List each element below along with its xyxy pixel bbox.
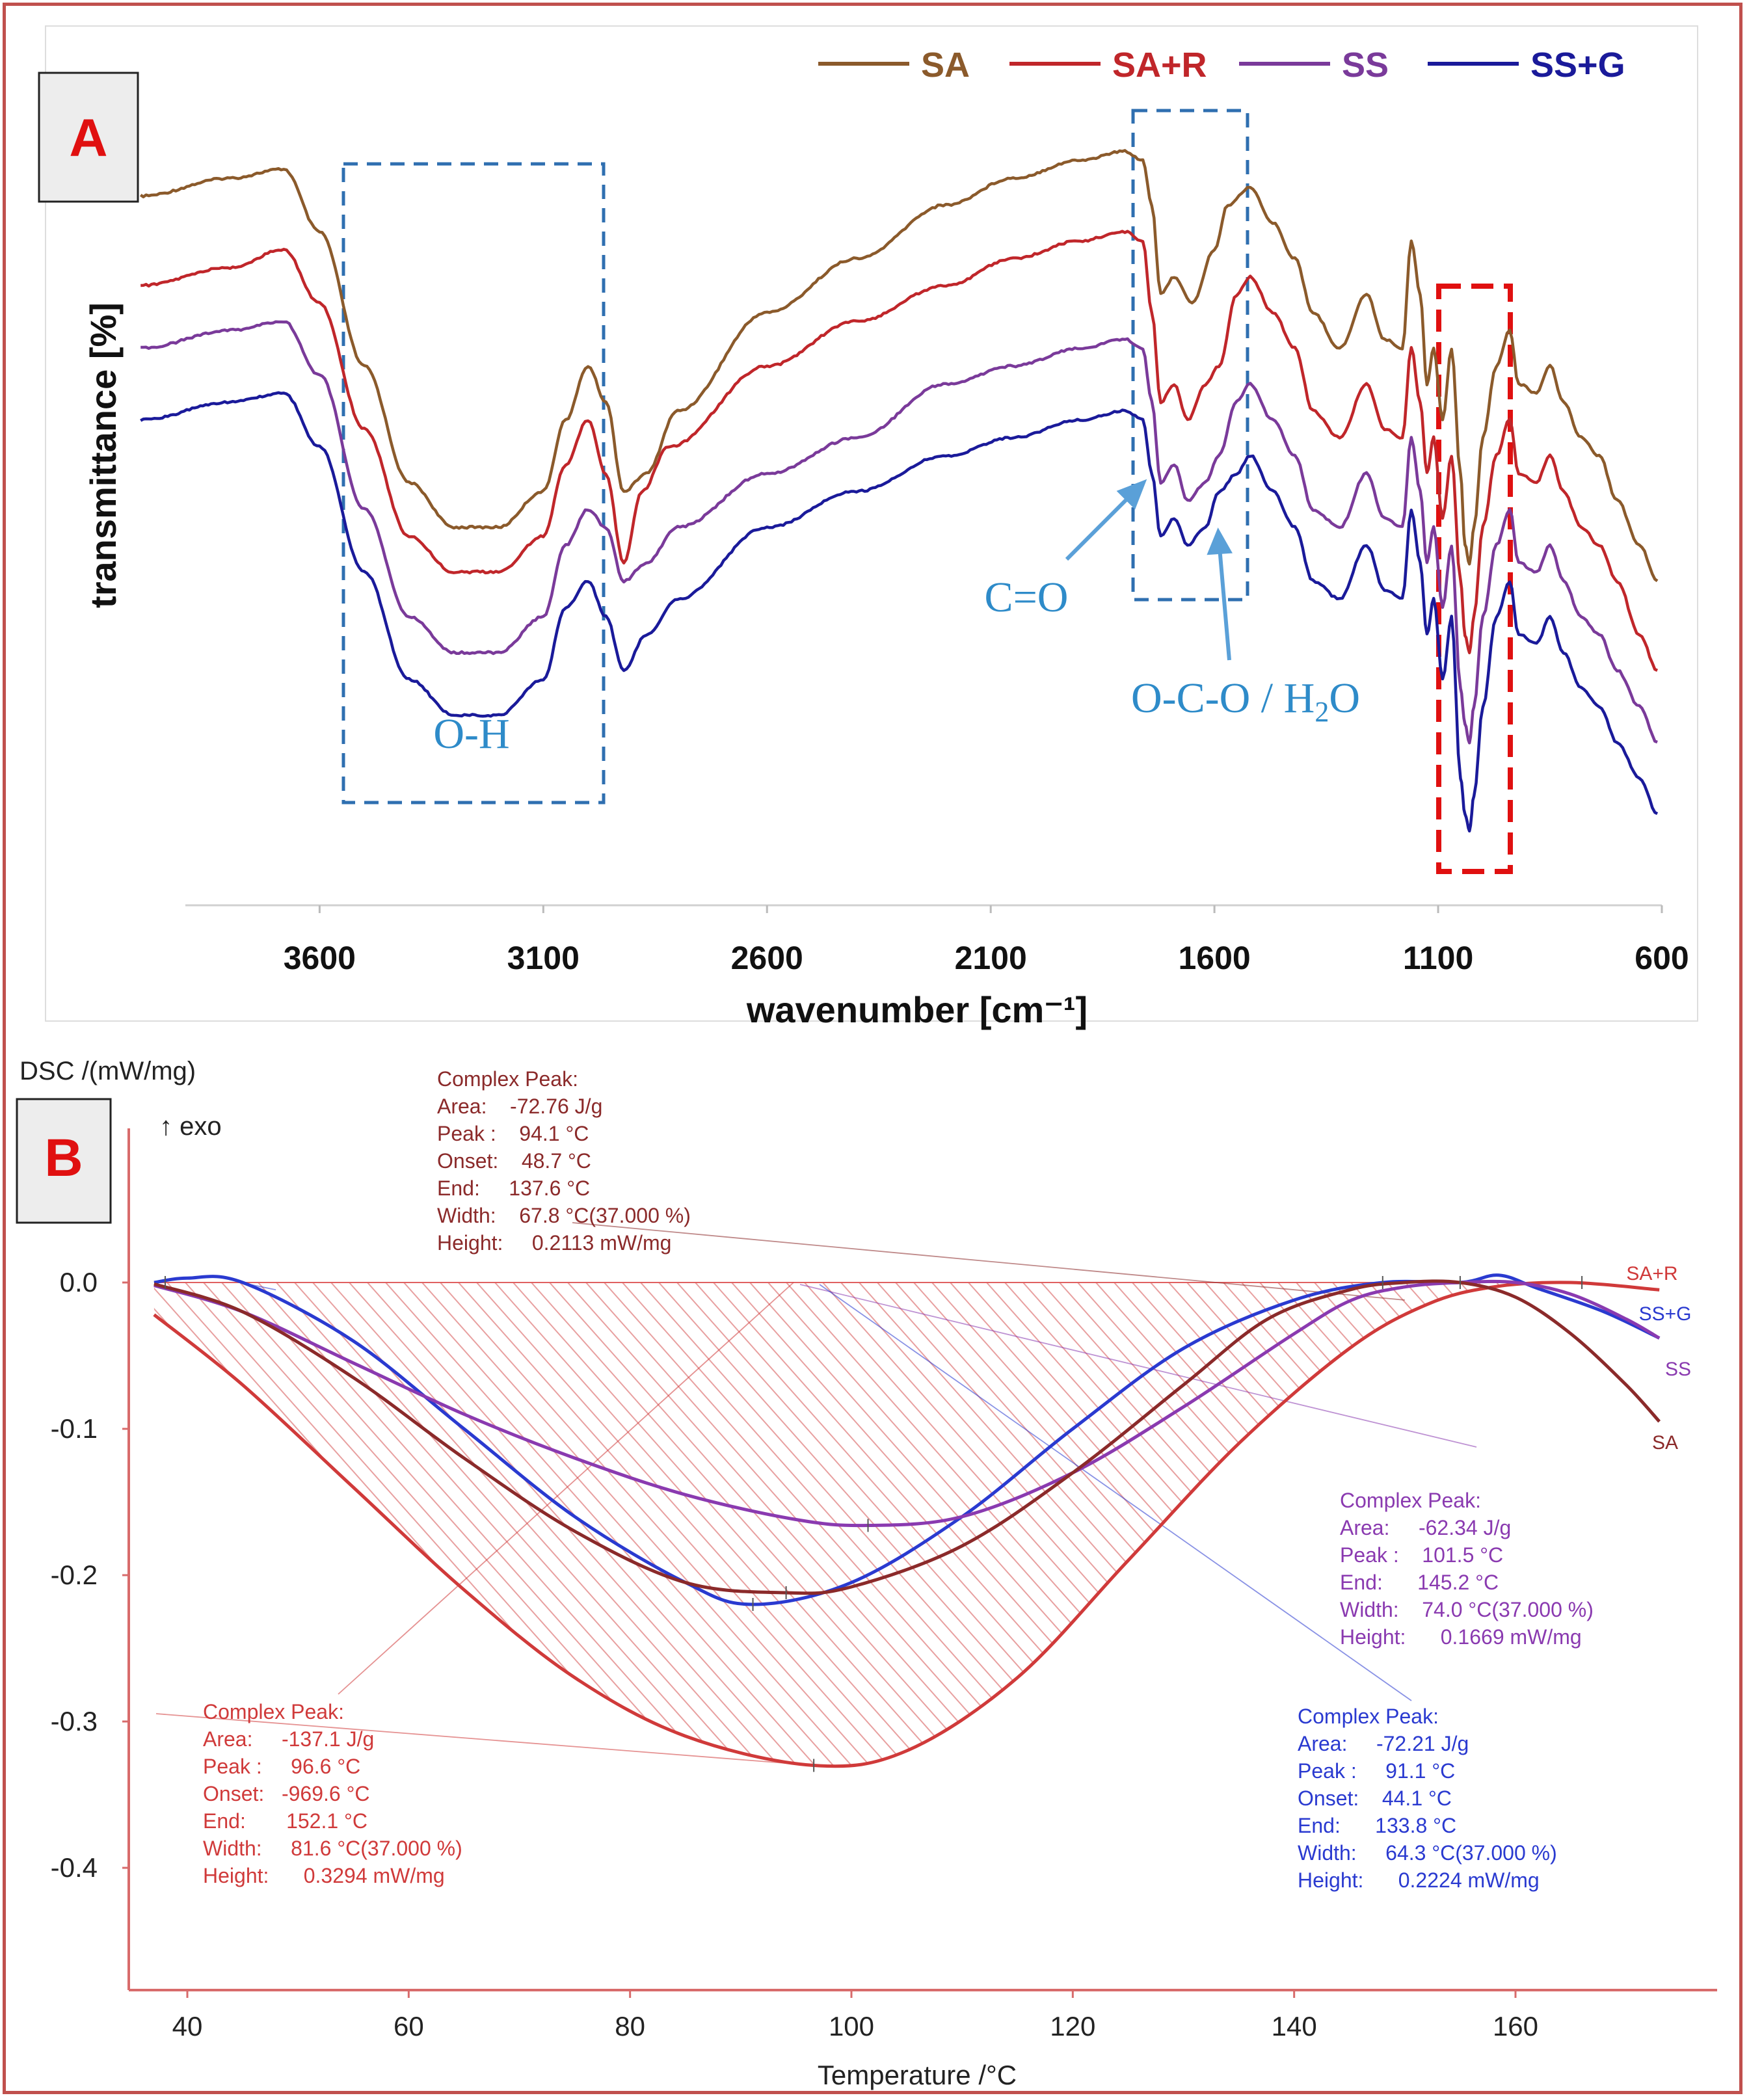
carbonyl-region-box (1131, 109, 1249, 602)
oco-annotation-sub: 2 (1315, 696, 1329, 728)
ftir-series-ss (140, 320, 1658, 745)
dsc-x-tick-label: 120 (1050, 2011, 1095, 2041)
peak-box-line: Onset: 48.7 °C (437, 1149, 591, 1173)
dsc-ticks: 40 60 80 100 120 140 160 0.0 -0.1 -0.2 -0.3 -0.4 (51, 1267, 1538, 2041)
exo-indicator: ↑ exo (159, 1112, 222, 1141)
dsc-x-tick-label: 40 (172, 2011, 203, 2041)
ftir-panel: A transmittance [%] wavenumber [cm⁻¹] O-… (38, 46, 1689, 1030)
legend-label: SA (921, 46, 970, 85)
legend-label: SS+G (1530, 46, 1625, 85)
peak-box-line: Height: 0.2224 mW/mg (1298, 1868, 1540, 1892)
peak-box-line: Complex Peak: (1298, 1705, 1439, 1728)
panel-a-label: A (69, 109, 107, 168)
ftir-series (139, 149, 1659, 833)
oh-region-box (341, 162, 606, 804)
peak-box-line: Peak : 91.1 °C (1298, 1759, 1455, 1783)
panel-b-label: B (44, 1128, 83, 1188)
annotation-arrows (1065, 479, 1233, 661)
dsc-y-tick-label: -0.4 (51, 1852, 98, 1883)
oh-annotation: O-H (433, 710, 509, 758)
peak-box-line: End: 137.6 °C (437, 1176, 590, 1200)
peak-box-line: Area: -137.1 J/g (203, 1727, 374, 1751)
peak-box-line: Height: 0.2113 mW/mg (437, 1231, 671, 1255)
dsc-series-sa (154, 1279, 1661, 1595)
dsc-series-sa-plus-r (153, 1281, 1660, 1768)
peak-leader-line (338, 1282, 794, 1695)
peak-box-line: Area: -72.21 J/g (1298, 1732, 1469, 1755)
peak-box-line: Area: -72.76 J/g (437, 1095, 602, 1118)
oco-annotation: O-C-O / H2O (1131, 674, 1360, 728)
dsc-series-label: SA+R (1626, 1263, 1677, 1284)
dsc-series-ss-plus-g (154, 1273, 1661, 1606)
dsc-x-axis-label: Temperature /°C (818, 2060, 1017, 2090)
dsc-series-label: SA (1652, 1432, 1678, 1454)
panel-b-label-box (16, 1098, 112, 1224)
peak-box-line: Peak : 96.6 °C (203, 1755, 360, 1778)
ftir-x-tick-label: 1600 (1179, 940, 1251, 976)
dsc-series: SA+R SS+G SS SA (153, 1263, 1692, 1772)
ftir-x-tick-label: 1100 (1403, 940, 1473, 976)
dsc-panel: B DSC /(mW/mg) ↑ exo Temperature /°C 40 6… (16, 1047, 1734, 2091)
peak-box-line: Height: 0.3294 mW/mg (203, 1864, 445, 1887)
dsc-x-tick-label: 100 (829, 2011, 874, 2041)
peak-box-line: Peak : 101.5 °C (1340, 1543, 1503, 1567)
dsc-series-label: SS+G (1639, 1303, 1692, 1325)
ftir-x-axis-label: wavenumber [cm⁻¹] (746, 989, 1088, 1030)
peak-box-line: Width: 67.8 °C(37.000 %) (437, 1204, 691, 1227)
dsc-x-tick-label: 140 (1272, 2011, 1317, 2041)
panel-b-background (17, 1047, 1734, 2091)
dsc-peak-boxes: Complex Peak: Area: -72.76 J/g Peak : 94.1… (203, 1067, 1594, 1892)
ftir-legend: SA SA+R SS SS+G (818, 46, 1625, 85)
peak-leader-line (155, 1713, 814, 1766)
figure-frame (3, 3, 1742, 2094)
ftir-y-axis-label: transmittance [%] (83, 302, 124, 608)
peak-leader-line (819, 1284, 1412, 1701)
peak-box-line: Complex Peak: (203, 1700, 344, 1723)
ftir-x-ticks: 3600 3100 2600 2100 1600 1100 600 (284, 905, 1689, 976)
dsc-y-tick-label: -0.2 (51, 1560, 98, 1590)
dsc-y-tick-label: 0.0 (60, 1267, 98, 1297)
oco-annotation-main: O-C-O / H (1131, 674, 1315, 722)
ftir-series-ss-plus-g (140, 391, 1659, 833)
dsc-x-tick-label: 60 (394, 2011, 424, 2041)
peak-box-line: Area: -62.34 J/g (1340, 1516, 1511, 1539)
legend-label: SS (1342, 46, 1389, 85)
oco-annotation-tail: O (1329, 674, 1360, 722)
ftir-x-tick-label: 2100 (955, 940, 1027, 976)
peak-box-line: Complex Peak: (1340, 1489, 1481, 1512)
peak-box-line: Peak : 94.1 °C (437, 1122, 589, 1145)
peak-box-line: End: 152.1 °C (203, 1809, 367, 1833)
ftir-series-sa-plus-r (140, 230, 1659, 672)
dsc-x-tick-label: 160 (1493, 2011, 1538, 2041)
dsc-x-tick-label: 80 (615, 2011, 645, 2041)
peak-box-line: End: 145.2 °C (1340, 1571, 1499, 1594)
peak-box-line: Complex Peak: (437, 1067, 578, 1091)
peak-box-line: End: 133.8 °C (1298, 1814, 1456, 1837)
legend-label: SA+R (1112, 46, 1207, 85)
peak-box-line: Onset: 44.1 °C (1298, 1787, 1452, 1810)
dsc-series-ss (154, 1279, 1661, 1528)
co-annotation: C=O (985, 574, 1069, 621)
peak-box-line: Width: 74.0 °C(37.000 %) (1340, 1598, 1594, 1621)
ftir-series-sa (139, 149, 1659, 583)
panel-a-label-box (38, 72, 139, 203)
ftir-x-tick-label: 3100 (507, 940, 580, 976)
ftir-x-tick-label: 3600 (284, 940, 356, 976)
peak-leader-line (799, 1284, 1477, 1448)
dsc-y-tick-label: -0.1 (51, 1413, 98, 1444)
dsc-y-tick-label: -0.3 (51, 1706, 98, 1736)
dsc-y-axis-label: DSC /(mW/mg) (20, 1057, 196, 1085)
peak-box-line: Width: 64.3 °C(37.000 %) (1298, 1841, 1557, 1865)
dsc-series-label: SS (1665, 1359, 1691, 1380)
peak-box-line: Width: 81.6 °C(37.000 %) (203, 1837, 462, 1860)
ftir-x-tick-label: 600 (1635, 940, 1689, 976)
peak-box-line: Height: 0.1669 mW/mg (1340, 1625, 1582, 1649)
ftir-x-tick-label: 2600 (731, 940, 803, 976)
peak-leader-line (572, 1222, 1405, 1301)
peak-box-line: Onset: -969.6 °C (203, 1782, 369, 1805)
